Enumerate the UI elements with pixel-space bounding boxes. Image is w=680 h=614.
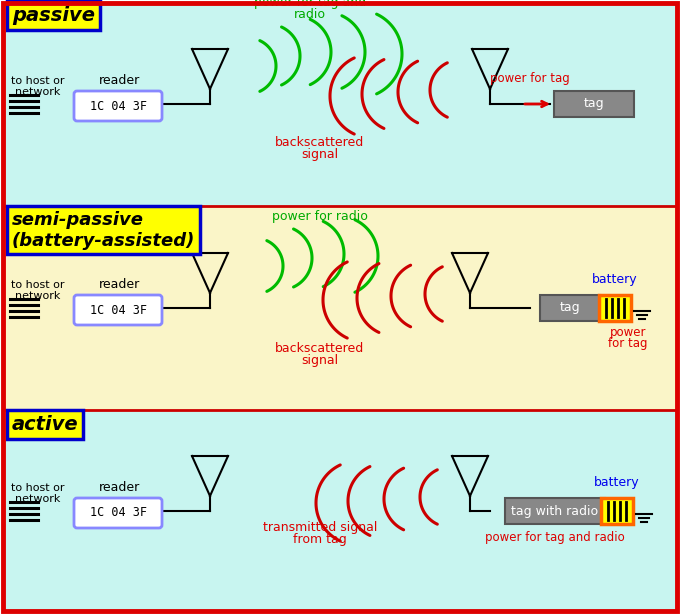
Text: network: network bbox=[16, 494, 61, 504]
Bar bbox=[599, 295, 631, 321]
Text: signal: signal bbox=[301, 148, 339, 161]
FancyBboxPatch shape bbox=[74, 498, 162, 528]
Text: transmitted signal: transmitted signal bbox=[262, 521, 377, 534]
FancyBboxPatch shape bbox=[74, 295, 162, 325]
Text: radio: radio bbox=[294, 8, 326, 21]
Text: 1C 04 3F: 1C 04 3F bbox=[90, 507, 146, 519]
Text: backscattered: backscattered bbox=[275, 136, 364, 149]
Text: reader: reader bbox=[99, 74, 141, 87]
Bar bbox=[3, 206, 677, 410]
Text: power for tag and radio: power for tag and radio bbox=[485, 531, 625, 544]
Bar bbox=[3, 3, 677, 206]
Text: backscattered: backscattered bbox=[275, 342, 364, 355]
Text: to host or: to host or bbox=[12, 483, 65, 493]
Text: 1C 04 3F: 1C 04 3F bbox=[90, 99, 146, 112]
Text: power: power bbox=[610, 326, 646, 339]
Text: from tag: from tag bbox=[293, 533, 347, 546]
Text: to host or: to host or bbox=[12, 280, 65, 290]
Text: tag with radio: tag with radio bbox=[511, 505, 598, 518]
Text: network: network bbox=[16, 87, 61, 97]
Text: 1C 04 3F: 1C 04 3F bbox=[90, 303, 146, 316]
Text: tag: tag bbox=[560, 301, 580, 314]
Text: battery: battery bbox=[594, 476, 640, 489]
Text: for tag: for tag bbox=[608, 337, 648, 350]
Bar bbox=[3, 410, 677, 611]
Text: reader: reader bbox=[99, 481, 141, 494]
Bar bbox=[540, 295, 600, 321]
Text: signal: signal bbox=[301, 354, 339, 367]
Text: network: network bbox=[16, 291, 61, 301]
Bar bbox=[554, 91, 634, 117]
Text: power for tag: power for tag bbox=[490, 72, 570, 85]
Text: to host or: to host or bbox=[12, 76, 65, 86]
Text: battery: battery bbox=[592, 273, 638, 286]
Text: power for tag and: power for tag and bbox=[254, 0, 366, 9]
Text: passive: passive bbox=[12, 6, 95, 25]
FancyBboxPatch shape bbox=[74, 91, 162, 121]
Text: tag: tag bbox=[583, 98, 605, 111]
Bar bbox=[601, 498, 633, 524]
Text: power for radio: power for radio bbox=[272, 210, 368, 223]
Bar bbox=[505, 498, 605, 524]
Text: semi-passive
(battery-assisted): semi-passive (battery-assisted) bbox=[12, 211, 195, 250]
Text: active: active bbox=[12, 415, 79, 434]
Text: reader: reader bbox=[99, 278, 141, 291]
